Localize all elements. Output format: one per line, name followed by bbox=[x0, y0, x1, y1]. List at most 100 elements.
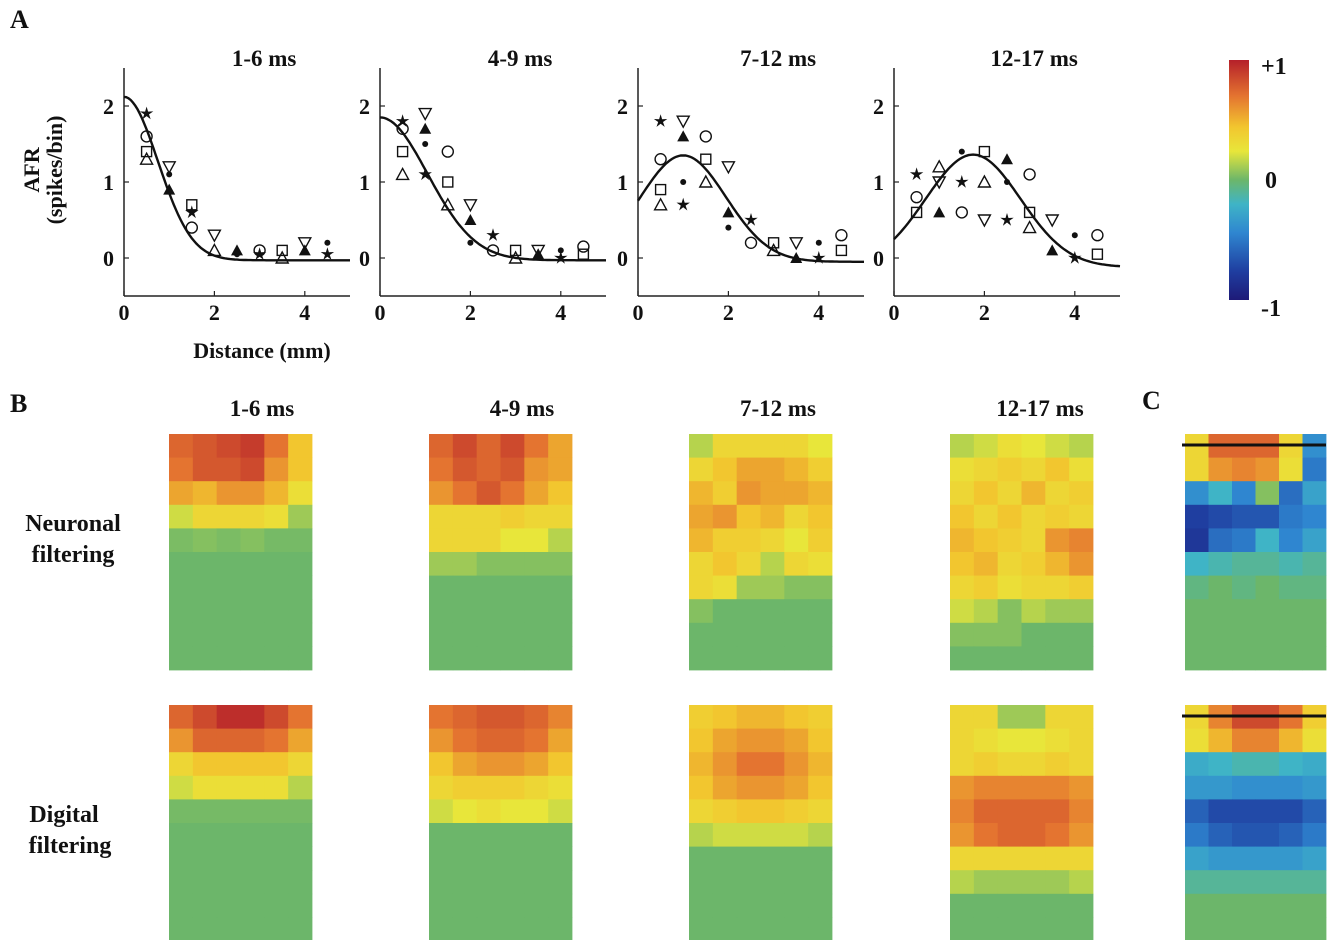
heatmap-cell bbox=[264, 870, 289, 895]
heatmap-cell bbox=[1069, 481, 1094, 506]
heatmap-cell bbox=[760, 575, 785, 600]
heatmap-cell bbox=[264, 752, 289, 777]
heatmap-cell bbox=[452, 528, 478, 553]
heatmap-cell bbox=[240, 823, 265, 847]
heatmap-cell bbox=[429, 575, 454, 600]
data-point bbox=[1071, 232, 1078, 239]
heatmap-c-2 bbox=[1182, 705, 1327, 940]
heatmap-cell bbox=[1208, 599, 1233, 624]
heatmap-cell bbox=[973, 799, 999, 824]
heatmap-cell bbox=[169, 434, 194, 458]
heatmap-cell bbox=[1232, 893, 1256, 918]
data-point bbox=[422, 141, 429, 147]
x-tick-label: 4 bbox=[555, 300, 566, 325]
heatmap-cell bbox=[712, 917, 738, 940]
panel-label-c: C bbox=[1142, 386, 1161, 415]
heatmap-cell bbox=[1208, 457, 1233, 482]
heatmap-cell bbox=[264, 457, 289, 482]
heatmap-cell bbox=[1279, 823, 1303, 847]
heatmap-cell bbox=[997, 599, 1022, 624]
data-point bbox=[977, 214, 992, 228]
heatmap-cell bbox=[429, 457, 454, 482]
heatmap-cell bbox=[240, 599, 265, 624]
row-label-digital-line1: Digital bbox=[29, 802, 99, 828]
heatmap-cell bbox=[760, 481, 785, 506]
heatmap-cell bbox=[1279, 893, 1303, 918]
y-tick-label: 0 bbox=[359, 246, 370, 271]
heatmap-cell bbox=[288, 434, 313, 458]
heatmap-cell bbox=[288, 799, 313, 824]
heatmap-cell bbox=[429, 728, 454, 753]
heatmap-cell bbox=[1232, 917, 1256, 940]
heatmap-cell bbox=[1021, 752, 1046, 777]
heatmap-cell bbox=[192, 893, 218, 918]
x-tick-label: 4 bbox=[1069, 300, 1080, 325]
heatmap-cell bbox=[689, 434, 714, 458]
data-point bbox=[699, 130, 712, 143]
data-point bbox=[320, 247, 335, 260]
heatmap-cell bbox=[476, 434, 501, 458]
data-point bbox=[207, 242, 222, 257]
data-point bbox=[932, 159, 947, 173]
y-tick-label: 0 bbox=[617, 246, 628, 271]
heatmap-cell bbox=[1069, 823, 1094, 847]
heatmap-cell bbox=[712, 705, 738, 729]
heatmap-cell bbox=[784, 705, 809, 729]
heatmap-cell bbox=[973, 752, 999, 777]
heatmap-cell bbox=[500, 823, 525, 847]
heatmap-cell bbox=[548, 823, 573, 847]
heatmap-cell bbox=[1069, 622, 1094, 647]
heatmap-cell bbox=[760, 846, 785, 871]
heatmap-cell bbox=[169, 481, 194, 506]
heatmap-cell bbox=[1302, 893, 1327, 918]
heatmap-cell bbox=[288, 457, 313, 482]
data-point bbox=[680, 179, 687, 185]
heatmap-cell bbox=[784, 917, 809, 940]
data-point bbox=[139, 106, 154, 120]
heatmap-cell bbox=[689, 622, 714, 647]
data-point bbox=[1091, 248, 1104, 260]
heatmap-cell bbox=[429, 752, 454, 777]
heatmap-cell bbox=[452, 846, 478, 871]
heatmap-cell bbox=[524, 870, 549, 895]
heatmap-cell bbox=[950, 728, 975, 753]
heatmap-cell bbox=[1255, 599, 1280, 624]
heatmap-cell bbox=[1045, 799, 1070, 824]
heatmap-cell bbox=[1232, 846, 1256, 871]
heatmap-cell bbox=[500, 599, 525, 624]
heatmap-cell bbox=[1045, 846, 1070, 871]
heatmap-cell bbox=[973, 481, 999, 506]
heatmap-cell bbox=[429, 846, 454, 871]
heatmap-cell bbox=[524, 823, 549, 847]
data-point bbox=[419, 122, 432, 134]
heatmap-cell bbox=[689, 481, 714, 506]
heatmap-cell bbox=[784, 575, 809, 600]
heatmap-cell bbox=[997, 504, 1022, 529]
data-point bbox=[677, 130, 690, 142]
heatmap-cell bbox=[1045, 917, 1070, 940]
data-point bbox=[676, 115, 691, 129]
heatmap-cell bbox=[950, 775, 975, 800]
heatmap-cell bbox=[452, 481, 478, 506]
heatmap-cell bbox=[1279, 799, 1303, 824]
heatmap-cell bbox=[1021, 917, 1046, 940]
heatmap-cell bbox=[476, 457, 501, 482]
heatmap-cell bbox=[950, 870, 975, 895]
heatmap-cell bbox=[1021, 893, 1046, 918]
heatmap-cell bbox=[288, 646, 313, 671]
heatmap-cell bbox=[452, 646, 478, 671]
heatmap-cell bbox=[784, 775, 809, 800]
heatmap-cell bbox=[808, 799, 833, 824]
heatmap-cell bbox=[1021, 622, 1046, 647]
data-point bbox=[324, 239, 331, 246]
heatmap-cell bbox=[784, 870, 809, 895]
data-point bbox=[1046, 244, 1059, 256]
heatmap-cell bbox=[689, 846, 714, 871]
data-point bbox=[532, 248, 545, 260]
data-point bbox=[790, 252, 803, 263]
row-label-neuronal-line2: filtering bbox=[32, 542, 115, 568]
heatmap-cell bbox=[1302, 752, 1327, 777]
heatmap-cell bbox=[548, 575, 573, 600]
data-point bbox=[185, 221, 199, 234]
heatmap-cell bbox=[264, 705, 289, 729]
